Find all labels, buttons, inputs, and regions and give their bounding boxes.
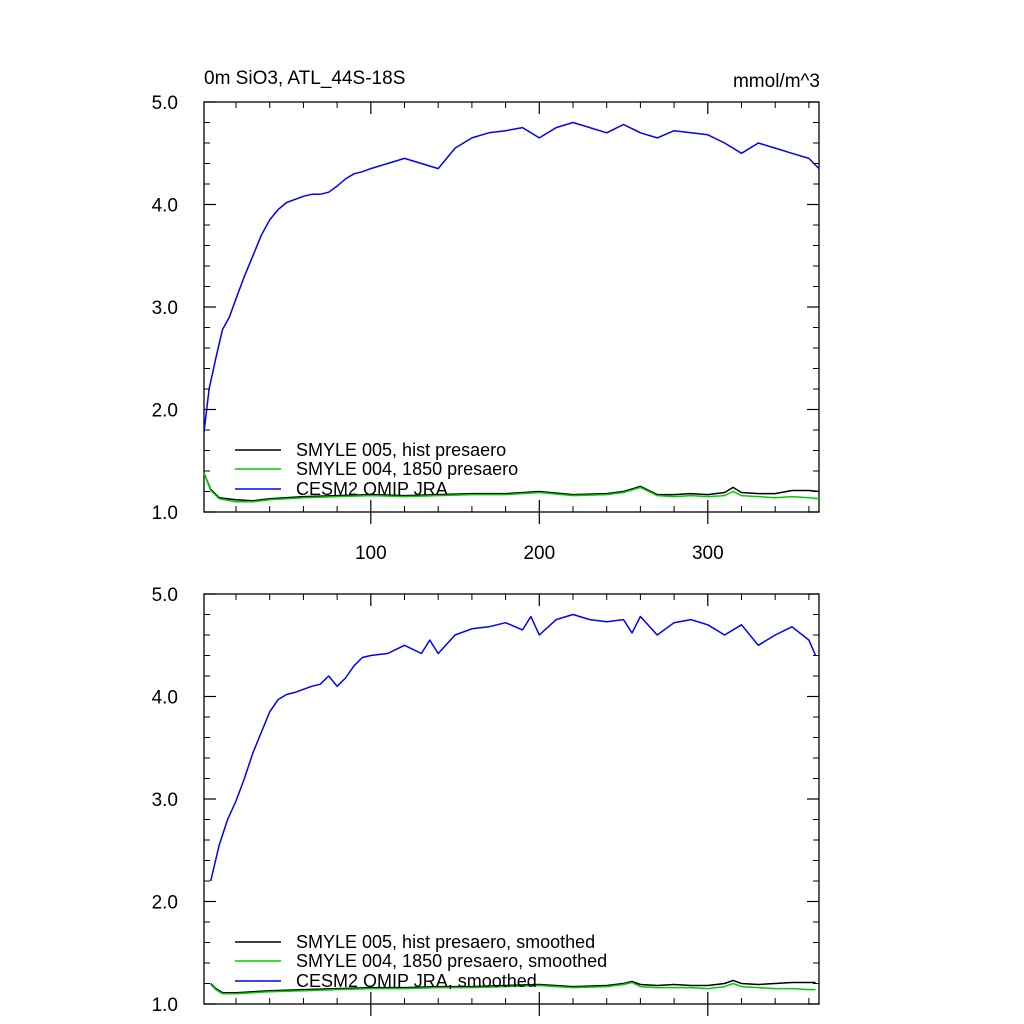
- bottom-legend: SMYLE 005, hist presaero, smoothed SMYLE…: [235, 932, 607, 991]
- bottom-ytick-label-3: 4.0: [152, 688, 178, 709]
- bottom-series-line-2: [209, 613, 817, 882]
- top-legend: SMYLE 005, hist presaero SMYLE 004, 1850…: [235, 440, 518, 499]
- bottom-ytick-label-0: 1.0: [152, 995, 178, 1016]
- top-legend-label-0: SMYLE 005, hist presaero: [296, 440, 506, 460]
- bottom-tick-layer: 1.0 2.0 3.0 4.0 5.0: [152, 585, 819, 1016]
- bottom-panel: 1.0 2.0 3.0 4.0 5.0 SMYLE 005, hist presaero…: [152, 585, 820, 1016]
- bottom-ytick-label-2: 3.0: [152, 790, 178, 811]
- bottom-legend-entry-0: SMYLE 005, hist presaero, smoothed: [235, 932, 595, 952]
- bottom-series-line-0: [210, 979, 816, 994]
- top-legend-entry-2: CESM2 OMIP JRA: [235, 479, 448, 499]
- bottom-ytick-label-4: 5.0: [152, 585, 178, 606]
- top-xtick-label-0: 100: [355, 543, 387, 564]
- top-legend-label-1: SMYLE 004, 1850 presaero: [296, 459, 518, 479]
- bottom-series-layer: [209, 613, 817, 995]
- bottom-legend-entry-2: CESM2 OMIP JRA, smoothed: [235, 971, 537, 991]
- bottom-ytick-label-1: 2.0: [152, 893, 178, 914]
- bottom-legend-label-2: CESM2 OMIP JRA, smoothed: [296, 971, 537, 991]
- top-chart-units: mmol/m^3: [733, 71, 820, 92]
- top-series-line-1: [203, 472, 820, 503]
- top-series-line-2: [203, 121, 820, 433]
- bottom-legend-label-1: SMYLE 004, 1850 presaero, smoothed: [296, 951, 607, 971]
- top-series-layer: [203, 121, 820, 503]
- top-tick-layer: 1.0 2.0 3.0 4.0 5.0 100 200 300: [152, 93, 819, 564]
- top-ytick-label-2: 3.0: [152, 298, 178, 319]
- top-chart-title: 0m SiO3, ATL_44S-18S: [204, 68, 405, 89]
- top-legend-entry-0: SMYLE 005, hist presaero: [235, 440, 506, 460]
- top-ytick-label-4: 5.0: [152, 93, 178, 114]
- top-series-line-0: [203, 472, 820, 502]
- top-xtick-label-2: 300: [692, 543, 724, 564]
- bottom-series-line-1: [210, 981, 816, 995]
- top-ytick-label-3: 4.0: [152, 196, 178, 217]
- top-xtick-label-1: 200: [523, 543, 555, 564]
- top-legend-entry-1: SMYLE 004, 1850 presaero: [235, 459, 518, 479]
- top-ytick-label-1: 2.0: [152, 401, 178, 422]
- bottom-legend-entry-1: SMYLE 004, 1850 presaero, smoothed: [235, 951, 607, 971]
- bottom-legend-label-0: SMYLE 005, hist presaero, smoothed: [296, 932, 595, 952]
- top-panel: 0m SiO3, ATL_44S-18S mmol/m^3 1.0 2.0 3.0 4…: [152, 68, 820, 564]
- top-ytick-label-0: 1.0: [152, 503, 178, 524]
- top-legend-label-2: CESM2 OMIP JRA: [296, 479, 448, 499]
